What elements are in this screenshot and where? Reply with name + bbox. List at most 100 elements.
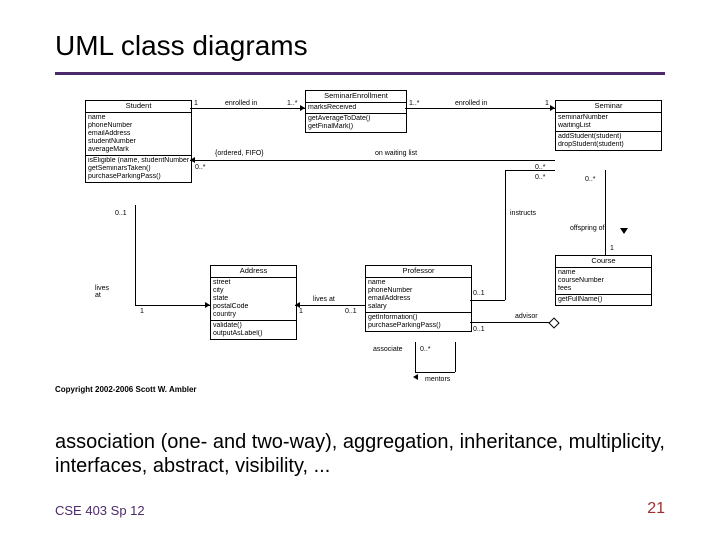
class-name: Course — [556, 256, 651, 268]
multiplicity: 1 — [140, 308, 144, 315]
class-operations: getFullName() — [556, 295, 651, 305]
arrowhead-icon — [300, 105, 305, 111]
multiplicity: 1 — [194, 100, 198, 107]
attr: country — [213, 311, 294, 319]
op: dropStudent(student) — [558, 141, 659, 149]
assoc-line — [135, 305, 210, 306]
assoc-label: lives at — [313, 296, 335, 303]
title-underline — [55, 72, 665, 75]
class-attributes: name phoneNumber emailAddress studentNum… — [86, 113, 191, 156]
class-name: Professor — [366, 266, 471, 278]
assoc-label: enrolled in — [225, 100, 257, 107]
arrowhead-icon — [550, 105, 555, 111]
assoc-label: associate — [373, 346, 403, 353]
slide: UML class diagrams Student name phoneNum… — [0, 0, 720, 540]
slide-title: UML class diagrams — [55, 30, 308, 62]
footer-course: CSE 403 Sp 12 — [55, 503, 145, 518]
assoc-label: instructs — [510, 210, 536, 217]
assoc-line — [405, 108, 555, 109]
assoc-line — [455, 342, 456, 372]
class-name: SeminarEnrollment — [306, 91, 406, 103]
multiplicity: 1 — [545, 100, 549, 107]
op: addStudent(student) — [558, 133, 659, 141]
multiplicity: 0..1 — [115, 210, 127, 217]
multiplicity: 1..* — [287, 100, 298, 107]
class-course: Course name courseNumber fees getFullNam… — [555, 255, 652, 306]
class-name: Address — [211, 266, 296, 278]
arrowhead-icon — [205, 302, 210, 308]
op: getAverageToDate() — [308, 115, 404, 123]
assoc-line — [470, 300, 505, 301]
op: getSeminarsTaken() — [88, 165, 189, 173]
attr: emailAddress — [368, 295, 469, 303]
page-number: 21 — [647, 500, 665, 518]
class-attributes: street city state postalCode country — [211, 278, 296, 321]
attr: phoneNumber — [368, 287, 469, 295]
attr: name — [88, 114, 189, 122]
class-seminar: Seminar seminarNumber waitingList addStu… — [555, 100, 662, 151]
attr: emailAddress — [88, 130, 189, 138]
op: outputAsLabel() — [213, 330, 294, 338]
multiplicity: 0..* — [195, 164, 206, 171]
multiplicity: 0..1 — [473, 290, 485, 297]
assoc-line — [295, 305, 365, 306]
assoc-line — [605, 170, 606, 255]
class-name: Seminar — [556, 101, 661, 113]
attr: waitingList — [558, 122, 659, 130]
op: purchaseParkingPass() — [88, 173, 189, 181]
op: getFullName() — [558, 296, 649, 304]
class-professor: Professor name phoneNumber emailAddress … — [365, 265, 472, 332]
arrowhead-icon — [413, 374, 418, 380]
multiplicity: 1 — [610, 245, 614, 252]
attr: name — [368, 279, 469, 287]
attr: salary — [368, 303, 469, 311]
assoc-label: enrolled in — [455, 100, 487, 107]
class-seminar-enrollment: SeminarEnrollment marksReceived getAvera… — [305, 90, 407, 133]
assoc-line — [505, 170, 555, 171]
attr: city — [213, 287, 294, 295]
multiplicity: 1..* — [409, 100, 420, 107]
assoc-line — [470, 322, 555, 323]
attr: marksReceived — [308, 104, 404, 112]
assoc-label: on waiting list — [375, 150, 417, 157]
aggregation-icon — [548, 317, 559, 328]
attr: state — [213, 295, 294, 303]
arrowhead-icon — [190, 157, 195, 163]
class-operations: getInformation() purchaseParkingPass() — [366, 313, 471, 331]
class-operations: addStudent(student) dropStudent(student) — [556, 132, 661, 150]
assoc-label: advisor — [515, 313, 538, 320]
op: validate() — [213, 322, 294, 330]
class-operations: validate() outputAsLabel() — [211, 321, 296, 339]
assoc-label: {ordered, FIFO} — [215, 150, 264, 157]
class-attributes: name courseNumber fees — [556, 268, 651, 295]
assoc-line — [135, 205, 136, 305]
attr: fees — [558, 285, 649, 293]
attr: seminarNumber — [558, 114, 659, 122]
attr: phoneNumber — [88, 122, 189, 130]
attr: studentNumber — [88, 138, 189, 146]
slide-body-text: association (one- and two-way), aggregat… — [55, 430, 665, 478]
multiplicity: 0..* — [535, 174, 546, 181]
class-attributes: name phoneNumber emailAddress salary — [366, 278, 471, 313]
op: purchaseParkingPass() — [368, 322, 469, 330]
class-operations: getAverageToDate() getFinalMark() — [306, 114, 406, 132]
assoc-line — [415, 342, 416, 372]
triangle-down-icon — [620, 228, 628, 234]
assoc-line — [190, 108, 305, 109]
uml-diagram: Student name phoneNumber emailAddress st… — [55, 90, 665, 410]
attr: street — [213, 279, 294, 287]
multiplicity: 0..1 — [473, 326, 485, 333]
attr: courseNumber — [558, 277, 649, 285]
assoc-label: mentors — [425, 376, 450, 383]
class-attributes: marksReceived — [306, 103, 406, 114]
attr: name — [558, 269, 649, 277]
multiplicity: 0..1 — [345, 308, 357, 315]
assoc-line — [505, 170, 506, 300]
attr: postalCode — [213, 303, 294, 311]
op: getInformation() — [368, 314, 469, 322]
class-operations: isEligible (name, studentNumber) getSemi… — [86, 156, 191, 182]
op: getFinalMark() — [308, 123, 404, 131]
class-address: Address street city state postalCode cou… — [210, 265, 297, 340]
copyright-text: Copyright 2002-2006 Scott W. Ambler — [55, 385, 197, 394]
attr: averageMark — [88, 146, 189, 154]
